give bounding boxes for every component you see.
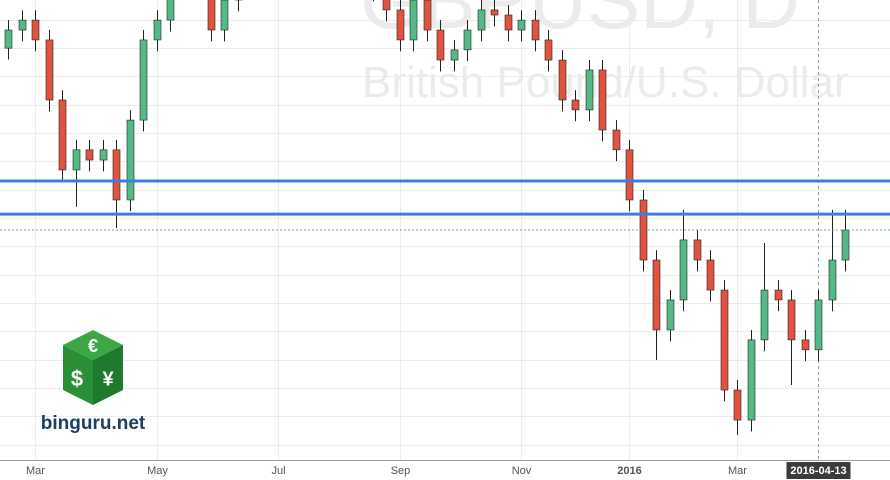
- candle-body: [760, 289, 769, 341]
- candle-body: [436, 29, 445, 61]
- candle-body: [544, 39, 553, 61]
- candle-body: [774, 289, 783, 301]
- candle-body: [841, 229, 850, 261]
- candle-body: [828, 259, 837, 301]
- logo-right: [93, 345, 123, 405]
- candle-body: [517, 19, 526, 31]
- candle-body: [58, 99, 67, 171]
- candle-body: [733, 389, 742, 421]
- candle-body: [814, 299, 823, 351]
- candle-body: [477, 9, 486, 31]
- candle-body: [490, 9, 499, 16]
- candle-body: [720, 289, 729, 391]
- candle-body: [693, 239, 702, 261]
- candle-body: [396, 9, 405, 41]
- candle-body: [558, 59, 567, 101]
- logo: € $ ¥ binguru.net: [41, 330, 146, 434]
- candle-body: [85, 149, 94, 161]
- candle-body: [99, 149, 108, 161]
- logo-euro: €: [88, 336, 98, 356]
- x-tick-label: Sep: [391, 465, 411, 477]
- candle-body: [463, 29, 472, 51]
- x-tick-label: 2016: [617, 465, 641, 477]
- candle-body: [382, 0, 391, 11]
- candle-body: [801, 339, 810, 351]
- candle-body: [531, 19, 540, 41]
- candle-body: [423, 0, 432, 31]
- candle-body: [747, 339, 756, 421]
- candle-body: [31, 19, 40, 41]
- x-tick-label: Mar: [26, 465, 45, 477]
- logo-left: [63, 345, 93, 405]
- x-axis-strip: [0, 460, 890, 480]
- crosshair-label-box: [786, 462, 851, 479]
- candle-body: [571, 99, 580, 111]
- x-tick-label: Mar: [728, 465, 747, 477]
- candle-body: [139, 39, 148, 121]
- candle-body: [625, 149, 634, 201]
- x-tick-label: May: [147, 465, 168, 477]
- x-axis: Mar May Jul Sep Nov 2016 Mar 2016-04-13: [26, 462, 851, 479]
- candle-body: [45, 39, 54, 101]
- candle-body: [504, 14, 513, 31]
- candle-body: [207, 0, 216, 31]
- candle-body: [706, 259, 715, 291]
- candle-body: [585, 69, 594, 111]
- candle-body: [450, 49, 459, 61]
- candle-body: [220, 0, 229, 31]
- candle-body: [652, 259, 661, 331]
- candle-body: [409, 0, 418, 41]
- candle-body: [153, 19, 162, 41]
- candle-body: [166, 0, 175, 21]
- logo-dollar: $: [71, 366, 83, 391]
- logo-text: binguru.net: [41, 413, 146, 434]
- x-tick-label: Jul: [271, 465, 285, 477]
- candle-body: [4, 29, 13, 49]
- watermark-title: GBPUSD, D: [360, 0, 800, 45]
- candle-body: [18, 19, 27, 31]
- logo-yen: ¥: [102, 368, 114, 390]
- plot: [0, 0, 890, 460]
- candle-body: [787, 299, 796, 341]
- candle-body: [679, 239, 688, 301]
- candle-body: [666, 299, 675, 331]
- x-tick-label: Nov: [512, 465, 532, 477]
- crosshair-label: 2016-04-13: [790, 465, 846, 477]
- candle-body: [612, 129, 621, 151]
- candle-body: [72, 149, 81, 171]
- candle-body: [126, 119, 135, 201]
- candle-body: [112, 149, 121, 201]
- candle-body: [598, 69, 607, 131]
